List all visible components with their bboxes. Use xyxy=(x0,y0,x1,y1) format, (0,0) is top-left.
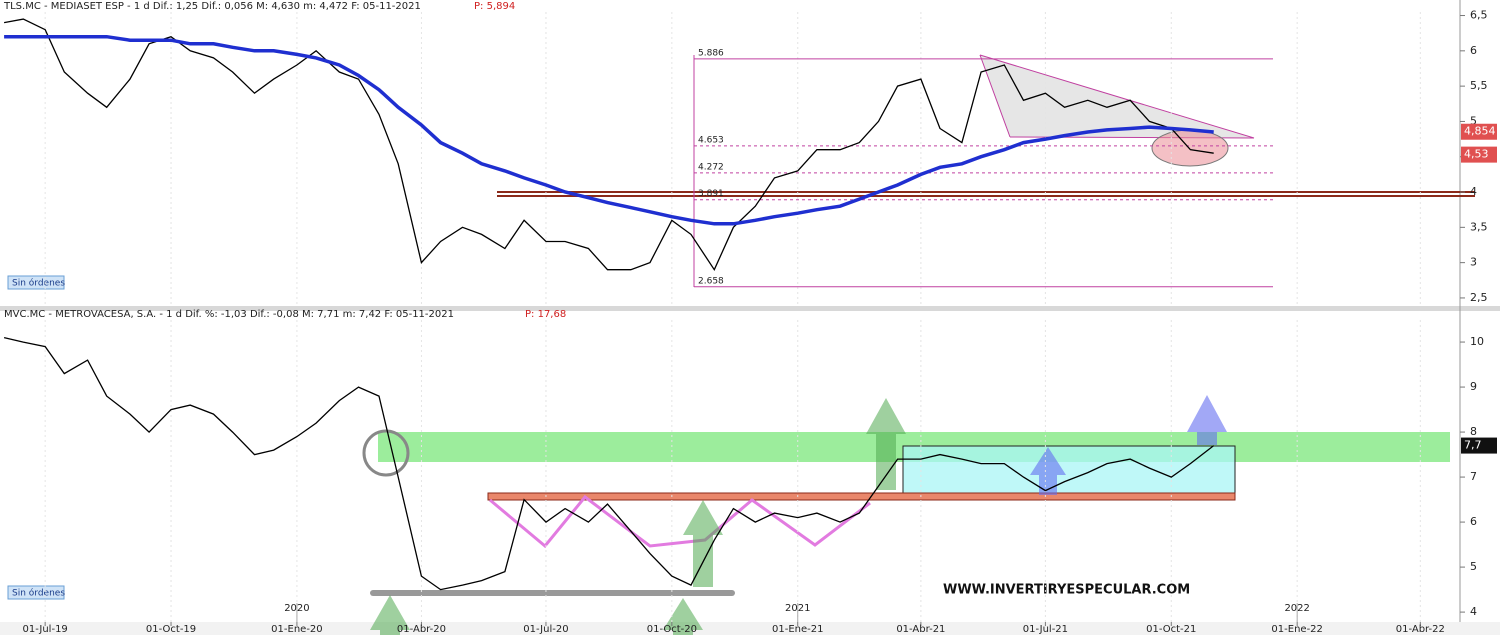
base-bar xyxy=(370,590,735,596)
price-label: P: 5,894 xyxy=(474,1,515,12)
badge: Sin órdenes xyxy=(12,278,65,289)
badge-box xyxy=(7,585,65,600)
y-tick-label: 3,5 xyxy=(1470,220,1488,233)
up-arrow xyxy=(663,598,703,635)
year-label: 2020 xyxy=(284,603,309,614)
fib-label: 4.653 xyxy=(698,135,724,145)
x-tick-label: 01-Abr-21 xyxy=(896,624,945,635)
y-tick-label: 5 xyxy=(1470,560,1477,573)
up-arrow xyxy=(1187,395,1227,445)
y-tick-label: 5,5 xyxy=(1470,79,1488,92)
y-tick-label: 6,5 xyxy=(1470,9,1488,22)
price-tag-label: 4,53 xyxy=(1464,148,1489,161)
x-tick-label: 01-Oct-21 xyxy=(1146,624,1196,635)
range-box xyxy=(902,445,1236,501)
price-tag-label: 7,7 xyxy=(1464,439,1482,452)
price-tag-label: 4,854 xyxy=(1464,125,1496,138)
watermark: WWW.INVERTIRYESPECULAR.COM xyxy=(943,583,1190,598)
up-arrow xyxy=(866,398,906,490)
price-tag xyxy=(1461,123,1497,140)
up-arrow xyxy=(683,500,723,587)
x-tick-label: 01-Jul-20 xyxy=(523,624,568,635)
x-tick-label: 01-Ene-21 xyxy=(772,624,823,635)
badge-box xyxy=(7,275,65,290)
price-tag xyxy=(1461,146,1497,163)
y-tick-label: 7 xyxy=(1470,470,1477,483)
panel-title: TLS.MC - MEDIASET ESP - 1 d Dif.: 1,25 D… xyxy=(3,1,421,12)
y-tick-label: 6 xyxy=(1470,44,1477,57)
up-arrow xyxy=(1030,447,1066,495)
trend-line xyxy=(979,54,1255,139)
y-tick-label: 10 xyxy=(1470,335,1484,348)
fib-label: 5.886 xyxy=(698,48,724,58)
fib-label: 3.891 xyxy=(698,189,724,199)
fib-label: 2.658 xyxy=(698,276,724,286)
highlight-circle xyxy=(362,429,410,477)
panel-separator xyxy=(0,306,1500,311)
y-tick-label: 3 xyxy=(1470,256,1477,269)
up-arrow xyxy=(370,595,410,635)
arrows xyxy=(1030,395,1227,495)
price-line xyxy=(3,336,1215,591)
highlight-ellipse xyxy=(1151,129,1229,167)
support-bar xyxy=(487,492,1236,501)
y-tick-label: 9 xyxy=(1470,380,1477,393)
zigzag-pattern xyxy=(489,494,871,549)
y-tick-label: 4 xyxy=(1470,185,1477,198)
y-tick-label: 5 xyxy=(1470,114,1477,127)
x-tick-label: 01-Oct-19 xyxy=(146,624,196,635)
price-line xyxy=(4,34,1214,226)
x-tick-label: 01-Jul-21 xyxy=(1023,624,1068,635)
fib-label: 4.272 xyxy=(698,162,724,172)
y-tick-label: 8 xyxy=(1470,425,1477,438)
trend-line xyxy=(979,54,1011,138)
year-label: 2022 xyxy=(1284,603,1309,614)
year-label: 2021 xyxy=(785,603,810,614)
badge: Sin órdenes xyxy=(12,588,65,599)
price-label: P: 17,68 xyxy=(525,309,566,320)
x-tick-label: 01-Oct-20 xyxy=(647,624,697,635)
x-tick-label: 01-Ene-20 xyxy=(271,624,322,635)
x-tick-label: 01-Jul-19 xyxy=(23,624,68,635)
x-tick-label: 01-Ene-22 xyxy=(1271,624,1322,635)
x-tick-label: 01-Abr-22 xyxy=(1396,624,1445,635)
y-tick-label: 4 xyxy=(1470,605,1477,618)
price-line xyxy=(3,18,1214,272)
price-tag xyxy=(1461,437,1497,454)
arrows xyxy=(370,398,906,635)
panel-title: MVC.MC - METROVACESA, S.A. - 1 d Dif. %:… xyxy=(4,309,454,320)
x-tick-label: 01-Abr-20 xyxy=(397,624,446,635)
y-tick-label: 6 xyxy=(1470,515,1477,528)
y-tick-label: 2,5 xyxy=(1470,291,1488,304)
